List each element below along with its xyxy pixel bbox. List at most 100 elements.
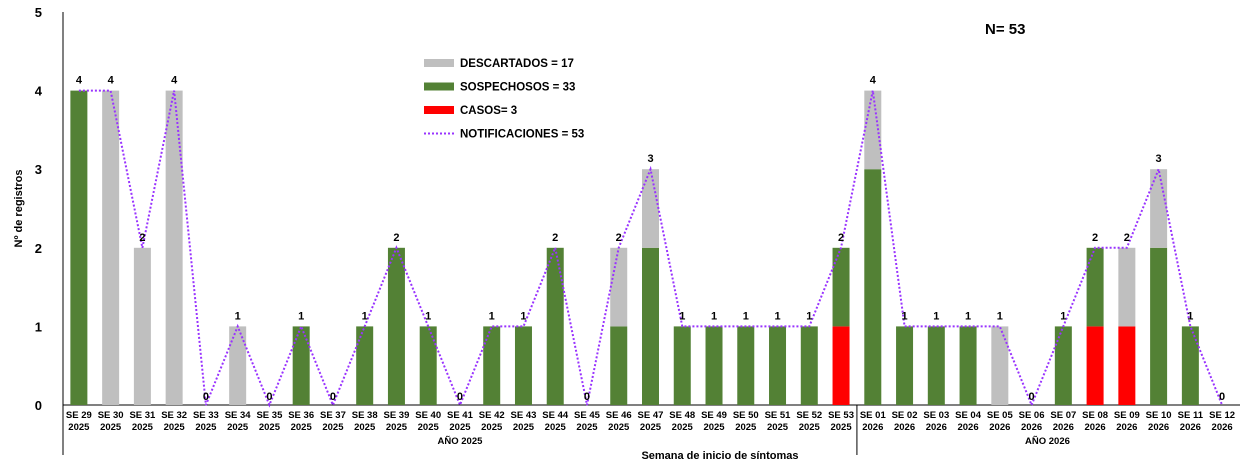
bar-sospechosos bbox=[1150, 247, 1168, 405]
x-tick-label-year: 2025 bbox=[195, 422, 217, 433]
x-tick-label-year: 2025 bbox=[354, 422, 376, 433]
x-tick-label-week: SE 05 bbox=[987, 410, 1014, 421]
bar-casos bbox=[832, 326, 850, 405]
bar-sospechosos bbox=[673, 326, 691, 405]
x-tick-label-year: 2025 bbox=[703, 422, 725, 433]
x-tick-label-week: SE 39 bbox=[384, 410, 410, 421]
x-tick-label-week: SE 31 bbox=[129, 410, 156, 421]
y-axis-label: Nº de registros bbox=[13, 170, 25, 248]
bar-sospechosos bbox=[1181, 326, 1199, 405]
x-tick-label-week: SE 44 bbox=[542, 410, 569, 421]
x-tick-label-week: SE 46 bbox=[606, 410, 632, 421]
x-tick-label-year: 2025 bbox=[164, 422, 186, 433]
x-tick-label-year: 2025 bbox=[418, 422, 440, 433]
data-label: 1 bbox=[711, 310, 717, 322]
bar-descartados bbox=[1118, 247, 1136, 327]
data-label: 4 bbox=[870, 75, 877, 87]
data-label: 1 bbox=[489, 310, 495, 322]
legend-label-notificaciones: NOTIFICACIONES = 53 bbox=[460, 129, 584, 141]
data-label: 0 bbox=[457, 391, 463, 403]
x-tick-label-week: SE 04 bbox=[955, 410, 982, 421]
bar-descartados bbox=[229, 326, 247, 405]
x-tick-label-year: 2025 bbox=[291, 422, 313, 433]
data-label: 1 bbox=[679, 310, 685, 322]
bar-sospechosos bbox=[896, 326, 914, 405]
x-tick-label-year: 2026 bbox=[1148, 422, 1169, 433]
x-tick-label-year: 2025 bbox=[68, 422, 90, 433]
data-label: 0 bbox=[330, 391, 336, 403]
bar-sospechosos bbox=[642, 247, 659, 405]
data-label: 2 bbox=[552, 232, 558, 244]
bar-sospechosos bbox=[610, 326, 628, 405]
bar-sospechosos bbox=[832, 247, 850, 327]
x-tick-label-week: SE 38 bbox=[352, 410, 378, 421]
bar-sospechosos bbox=[927, 326, 945, 405]
bar-sospechosos bbox=[800, 326, 818, 405]
x-tick-label-year: 2026 bbox=[957, 422, 978, 433]
x-tick-label-year: 2026 bbox=[862, 422, 883, 433]
x-tick-label-week: SE 12 bbox=[1209, 410, 1235, 421]
y-tick-label: 0 bbox=[35, 398, 42, 413]
bar-sospechosos bbox=[1086, 247, 1104, 327]
data-label: 1 bbox=[774, 310, 780, 322]
bar-sospechosos bbox=[769, 326, 787, 405]
x-tick-label-week: SE 37 bbox=[320, 410, 346, 421]
bar-sospechosos bbox=[419, 326, 437, 405]
data-label: 0 bbox=[1219, 391, 1225, 403]
x-tick-label-year: 2026 bbox=[989, 422, 1010, 433]
y-tick-label: 3 bbox=[35, 162, 42, 177]
x-tick-label-week: SE 29 bbox=[66, 410, 92, 421]
legend-label-casos: CASOS= 3 bbox=[460, 105, 517, 117]
x-tick-label-week: SE 34 bbox=[225, 410, 252, 421]
data-label: 2 bbox=[1124, 232, 1130, 244]
legend-swatch-sospechosos bbox=[424, 82, 454, 91]
data-label: 3 bbox=[647, 153, 653, 165]
bar-descartados bbox=[102, 90, 120, 405]
x-tick-label-week: SE 50 bbox=[733, 410, 759, 421]
x-tick-label-year: 2026 bbox=[926, 422, 947, 433]
year-group-label: AÑO 2025 bbox=[438, 436, 484, 447]
bar-sospechosos bbox=[546, 247, 564, 405]
legend-swatch-descartados bbox=[424, 59, 454, 67]
legend-label-descartados: DESCARTADOS = 17 bbox=[460, 58, 574, 70]
bar-sospechosos bbox=[483, 326, 501, 405]
x-tick-label-week: SE 09 bbox=[1114, 410, 1140, 421]
x-tick-label-year: 2026 bbox=[1116, 422, 1137, 433]
y-tick-label: 4 bbox=[35, 84, 43, 99]
data-label: 1 bbox=[520, 310, 526, 322]
bar-sospechosos bbox=[292, 326, 310, 405]
data-label: 1 bbox=[997, 310, 1003, 322]
x-axis-label: Semana de inicio de síntomas bbox=[641, 450, 798, 462]
data-label: 2 bbox=[139, 232, 145, 244]
x-tick-label-week: SE 40 bbox=[415, 410, 441, 421]
bar-descartados bbox=[133, 247, 151, 405]
bar-sospechosos bbox=[514, 326, 532, 405]
data-label: 1 bbox=[901, 310, 907, 322]
x-tick-label-week: SE 52 bbox=[796, 410, 822, 421]
data-label: 0 bbox=[203, 391, 209, 403]
x-tick-label-week: SE 08 bbox=[1082, 410, 1108, 421]
x-tick-label-year: 2025 bbox=[576, 422, 598, 433]
data-label: 3 bbox=[1156, 153, 1162, 165]
bar-casos bbox=[1118, 326, 1136, 405]
data-label: 2 bbox=[393, 232, 399, 244]
legend-swatch-casos bbox=[424, 106, 454, 114]
y-tick-label: 5 bbox=[35, 5, 42, 20]
bar-sospechosos bbox=[387, 247, 405, 405]
x-tick-label-week: SE 10 bbox=[1146, 410, 1172, 421]
data-label: 1 bbox=[235, 310, 241, 322]
x-tick-label-week: SE 48 bbox=[669, 410, 695, 421]
bar-casos bbox=[1086, 326, 1104, 405]
x-tick-label-year: 2025 bbox=[545, 422, 567, 433]
x-tick-label-week: SE 41 bbox=[447, 410, 474, 421]
x-tick-label-week: SE 43 bbox=[511, 410, 537, 421]
data-label: 4 bbox=[76, 75, 83, 87]
x-tick-label-year: 2025 bbox=[799, 422, 821, 433]
data-label: 4 bbox=[108, 75, 115, 87]
x-tick-label-week: SE 47 bbox=[638, 410, 664, 421]
x-tick-label-year: 2025 bbox=[767, 422, 789, 433]
x-tick-label-year: 2025 bbox=[100, 422, 122, 433]
x-tick-label-week: SE 32 bbox=[161, 410, 187, 421]
x-tick-label-year: 2026 bbox=[1085, 422, 1106, 433]
